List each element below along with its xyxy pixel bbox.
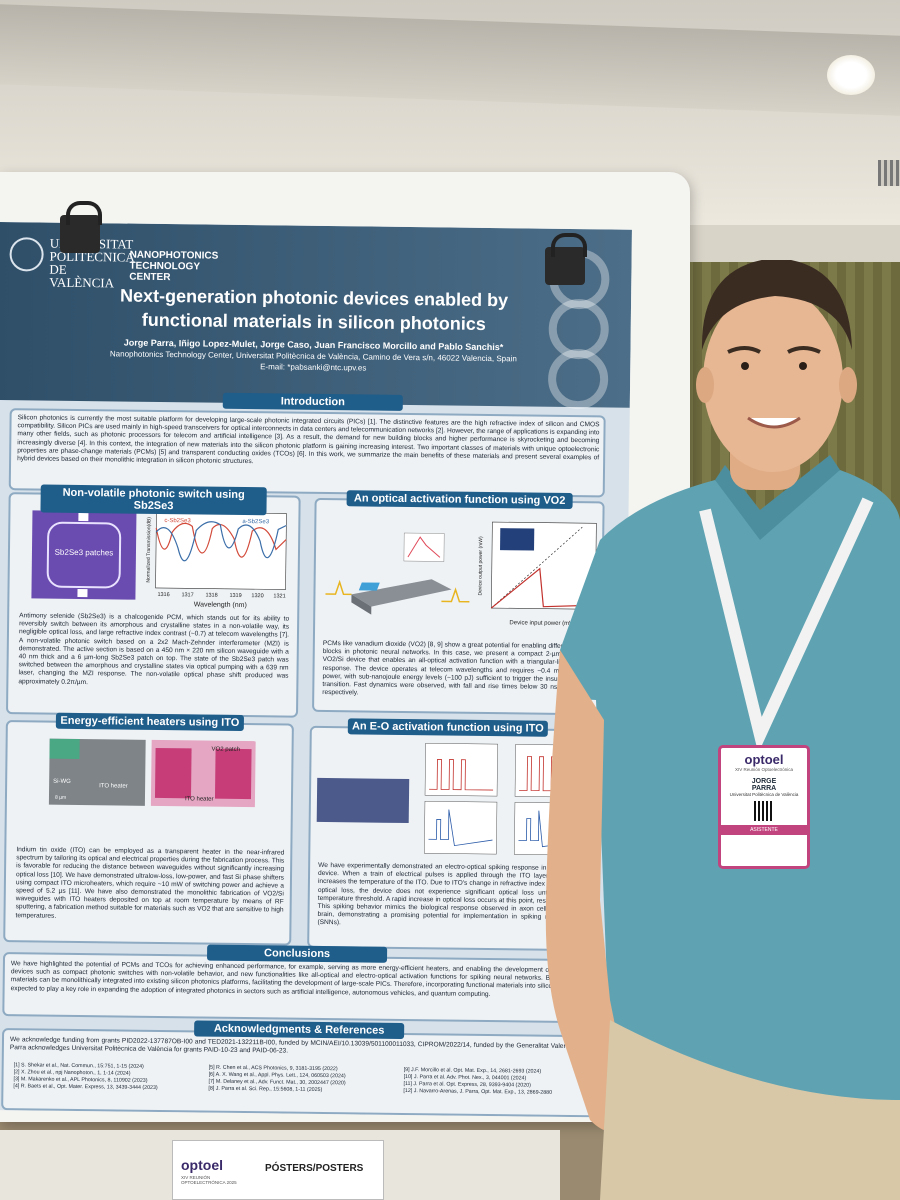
ito-heater-text: Indium tin oxide (ITO) can be employed a… <box>15 846 285 920</box>
scale-bar-label: 8 µm <box>54 794 67 801</box>
qr-code-icon <box>754 801 774 821</box>
ear-right <box>839 367 857 403</box>
collar <box>715 455 840 540</box>
ito-pad-left <box>154 747 192 799</box>
tick-label: 1318 <box>205 593 217 599</box>
eye-left <box>741 362 749 370</box>
section-eo-heading: An E-O activation function using ITO <box>347 718 548 737</box>
posters-sign: optoel XIV REUNIÓN OPTOELECTRÓNICA 2025 … <box>172 1140 384 1200</box>
section-sb2se3-heading: Non-volatile photonic switch using Sb2Se… <box>40 484 267 516</box>
reference: [8] J. Parra et al. Sci. Rep., 15:5608, … <box>208 1085 323 1094</box>
badge-first-name: JORGE <box>751 778 777 785</box>
acknowledgments-text: We acknowledge funding from grants PID20… <box>9 1036 593 1055</box>
conclusions-box: We have highlighted the potential of PCM… <box>2 952 600 1024</box>
poster: UNIVERSITAT POLITÈCNICA DE VALÈNCIA NANO… <box>0 222 632 1118</box>
acknowledgments-box: We acknowledge funding from grants PID20… <box>1 1028 599 1118</box>
intro-heading: Introduction <box>222 392 403 411</box>
lanyard-strap <box>699 497 874 754</box>
intro-text: Silicon photonics is currently the most … <box>17 414 600 466</box>
eye-right <box>799 362 807 370</box>
ntc-name: NANOPHOTONICS TECHNOLOGY CENTER <box>129 249 219 284</box>
tick-label: 1320 <box>251 593 263 599</box>
sb2se3-spectrum-plot: c-Sb2Se3 a-Sb2Se3 1316 1317 1318 1319 13… <box>146 511 287 609</box>
vo2-patch-label: VO2 patch <box>211 746 240 753</box>
tick-label: 1319 <box>229 593 241 599</box>
si-wg-label: Si-WG <box>53 778 71 785</box>
sb2se3-patch-label: Sb2Se3 patches <box>55 548 114 558</box>
tick-label: 1321 <box>273 593 285 599</box>
spectrum-amorphous-line <box>155 521 287 562</box>
vo2-response-line <box>490 567 594 609</box>
badge-role: ASISTENTE <box>721 825 807 835</box>
ito-heater-sem: Si-WG ITO heater 8 µm <box>48 738 146 806</box>
conclusions-heading: Conclusions <box>206 944 388 963</box>
tick-label: 1317 <box>181 592 193 598</box>
acknowledgments-heading: Acknowledgments & References <box>194 1020 405 1039</box>
section-vo2-box: Device input power (mW) Device output po… <box>312 497 605 716</box>
smile <box>747 416 801 429</box>
reference: [4] R. Baets et al., Opt. Mater. Express… <box>13 1083 158 1091</box>
badge-organization: Universitat Politècnica de València <box>729 792 799 797</box>
section-ito-heater-box: Si-WG ITO heater 8 µm VO2 patch ITO heat… <box>3 720 294 946</box>
poster-email: E-mail: *pabsanki@ntc.upv.es <box>260 362 367 373</box>
badge-last-name: PARRA <box>751 785 777 792</box>
eo-device-image <box>316 777 410 824</box>
references-col-1: [1] S. Shekar et al., Nat. Commun., 15:7… <box>13 1062 203 1092</box>
eyebrows <box>727 346 821 354</box>
vo2-ylabel: Device output power (mW) <box>477 536 484 596</box>
university-seal-icon <box>9 237 44 272</box>
spectrum-crystalline-line <box>155 522 287 558</box>
binder-clip-left <box>60 201 102 253</box>
si-waveguide-region <box>49 738 80 760</box>
references-col-2: [5] R. Chen et al., ACS Photonics, 9, 31… <box>208 1065 398 1095</box>
spectrum-ylabel: Normalized Transmission(dB) <box>146 517 153 583</box>
ceiling-light <box>827 55 875 95</box>
sign-brand: optoel <box>181 1157 223 1173</box>
section-ito-heater-heading: Energy-efficient heaters using ITO <box>55 712 244 732</box>
vo2-device-schematic <box>325 532 470 615</box>
ito-heater-label-2: ITO heater <box>184 796 214 803</box>
sb2se3-micrograph: Sb2Se3 patches <box>31 510 137 600</box>
section-vo2-heading: An optical activation function using VO2 <box>346 490 573 510</box>
arm <box>545 650 630 1132</box>
spectrum-xlabel: Wavelength (nm) <box>194 601 247 609</box>
presenter-person <box>545 260 900 1200</box>
conclusions-text: We have highlighted the potential of PCM… <box>10 960 593 998</box>
ito-heater-label: ITO heater <box>99 783 128 790</box>
legend-crystalline: c-Sb2Se3 <box>164 518 191 524</box>
sign-label: PÓSTERS/POSTERS <box>265 1163 364 1174</box>
intro-box: Silicon photonics is currently the most … <box>8 408 606 498</box>
ceiling-vent <box>878 160 900 186</box>
badge-event: XIV Reunión Optoelectrónica <box>734 767 794 772</box>
trousers <box>600 1020 900 1200</box>
vo2-patch-micrograph: VO2 patch ITO heater <box>150 739 256 808</box>
legend-amorphous: a-Sb2Se3 <box>242 519 269 525</box>
binder-clip-right <box>545 233 587 285</box>
section-sb2se3-box: Sb2Se3 patches c-Sb2Se3 a-Sb2Se3 1316 13… <box>5 492 301 718</box>
face <box>703 288 843 472</box>
sb2se3-micrograph-svg: Sb2Se3 patches <box>46 512 122 598</box>
tick-label: 1316 <box>157 592 169 598</box>
poster-title: Next-generation photonic devices enabled… <box>119 285 509 334</box>
poster-authors-block: Jorge Parra, Iñigo Lopez-Mulet, Jorge Ca… <box>58 337 568 376</box>
name-badge: optoel XIV Reunión Optoelectrónica JORGE… <box>718 745 810 869</box>
sb2se3-text: Antimony selenide (Sb2Se3) is a chalcoge… <box>18 612 290 686</box>
vo2-xlabel: Device input power (mW) <box>509 620 576 627</box>
sign-subtitle: XIV REUNIÓN OPTOELECTRÓNICA 2025 <box>181 1175 237 1185</box>
ito-pad-right <box>214 748 252 800</box>
badge-brand: optoel <box>744 752 784 767</box>
hair <box>701 260 852 350</box>
ear-left <box>696 367 714 403</box>
